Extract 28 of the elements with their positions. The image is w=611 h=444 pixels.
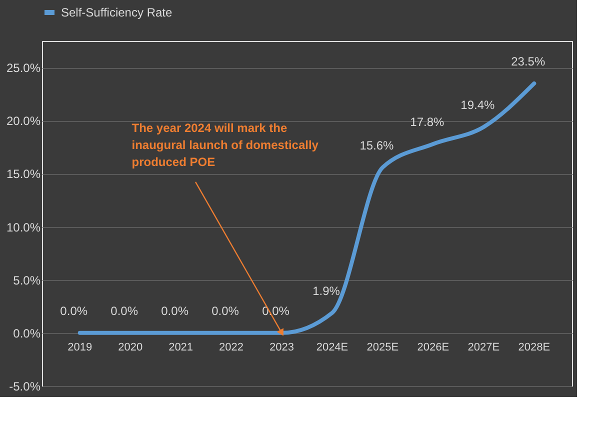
annotation: The year 2024 will mark the inaugural launch of domestically produced POE [132, 120, 319, 169]
data-label: 0.0% [60, 304, 88, 318]
x-tick-label: 2023 [270, 341, 294, 354]
x-tick-label: 2027E [468, 341, 500, 354]
data-label: 0.0% [161, 304, 189, 318]
data-label: 15.6% [360, 138, 394, 152]
legend-label: Self-Sufficiency Rate [61, 6, 172, 20]
data-label: 23.5% [511, 54, 546, 68]
x-tick-label: 2025E [366, 341, 399, 354]
data-label: 19.4% [460, 98, 496, 112]
x-tick-label: 2024E [316, 341, 348, 354]
y-tick-label: -5.0% [9, 380, 41, 394]
y-tick-label: 20.0% [6, 114, 41, 128]
data-label: 0.0% [110, 304, 138, 318]
x-tick-label: 2019 [68, 341, 92, 354]
y-tick-label: 5.0% [13, 273, 41, 288]
x-tick-label: 2021 [168, 341, 194, 354]
y-tick-label: 0.0% [13, 326, 41, 340]
data-label: 17.8% [410, 114, 445, 129]
data-label: 0.0% [212, 304, 240, 318]
x-tick-label: 2026E [417, 341, 450, 354]
y-tick-label: 10.0% [6, 220, 41, 234]
y-tick-label: 25.0% [6, 61, 41, 76]
x-tick-label: 2022 [219, 341, 244, 354]
data-label: 1.9% [312, 284, 340, 298]
x-tick-label: 2020 [118, 341, 143, 354]
y-tick-label: 15.0% [6, 167, 41, 182]
x-tick-label: 2028E [518, 341, 550, 354]
